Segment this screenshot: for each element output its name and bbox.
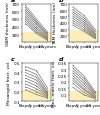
- Bar: [22, 90, 51, 101]
- Text: b: b: [58, 0, 63, 3]
- Text: d: d: [58, 57, 63, 62]
- Bar: [69, 31, 98, 42]
- Y-axis label: GBM thickness (nm): GBM thickness (nm): [6, 2, 10, 45]
- Bar: [69, 91, 98, 101]
- Y-axis label: TBM thickness (nm): TBM thickness (nm): [53, 2, 57, 45]
- Y-axis label: Mesangial fract. vol.: Mesangial fract. vol.: [7, 60, 11, 104]
- Text: a: a: [11, 0, 15, 3]
- Y-axis label: Mes. matrix fract. vol.: Mes. matrix fract. vol.: [52, 59, 56, 106]
- Bar: [22, 33, 51, 42]
- Text: c: c: [11, 57, 15, 62]
